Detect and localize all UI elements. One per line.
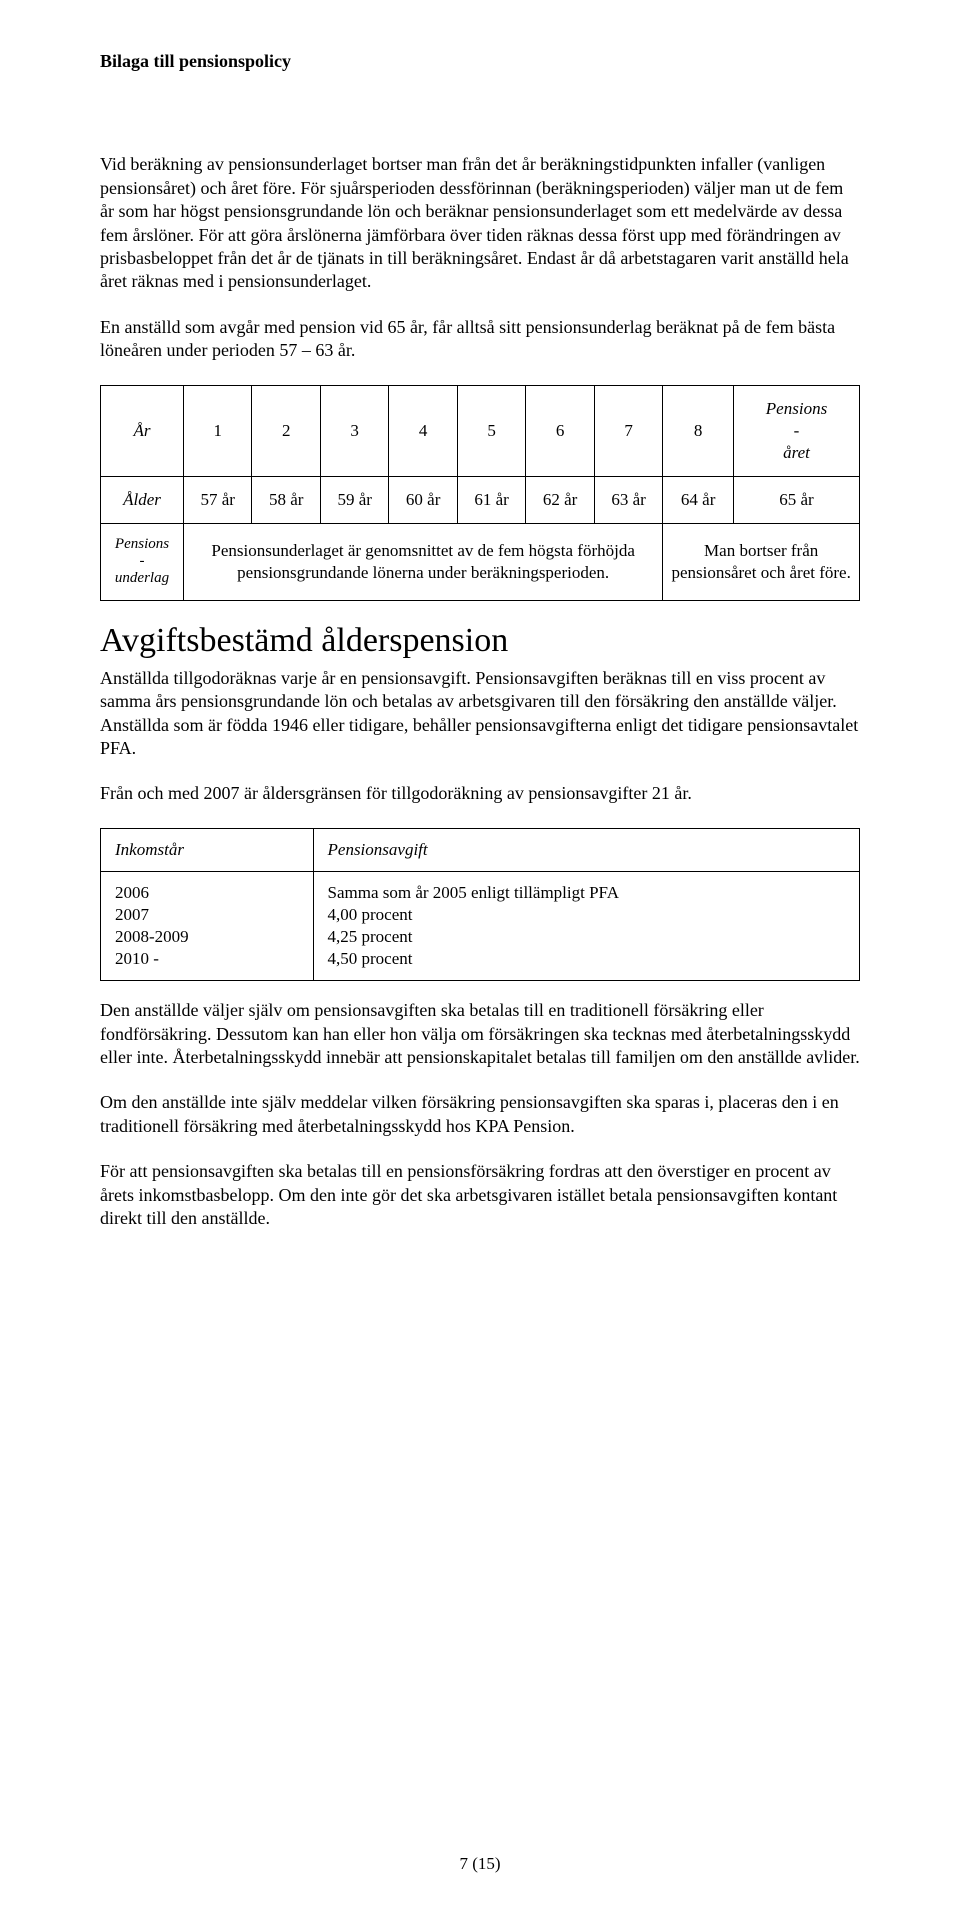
avgift-line: 4,00 procent [328,905,413,924]
merged-note-mid: Pensionsunderlaget är genomsnittet av de… [184,523,663,600]
cell: 6 [526,385,594,476]
cell: 5 [457,385,525,476]
row-label-year: År [101,385,184,476]
paragraph-7: För att pensionsavgiften ska betalas til… [100,1160,860,1230]
paragraph-4: Från och med 2007 är åldersgränsen för t… [100,782,860,805]
paragraph-3: Anställda tillgodoräknas varje år en pen… [100,667,860,761]
cell: 60 år [389,476,457,523]
row-label-underlag: Pensions-underlag [101,523,184,600]
cell-pensionsaret: Pensions-året [734,385,860,476]
cell: 62 år [526,476,594,523]
cell: 57 år [184,476,252,523]
cell: 64 år [663,476,734,523]
cell: 1 [184,385,252,476]
section-title-avgift: Avgiftsbestämd ålderspension [100,619,860,663]
head-inkomstar: Inkomstår [101,828,314,871]
table-row: Ålder 57 år 58 år 59 år 60 år 61 år 62 å… [101,476,860,523]
table-row: 2006 2007 2008-2009 2010 - Samma som år … [101,871,860,980]
cell: 7 [594,385,663,476]
cell: 3 [320,385,388,476]
table-row: Pensions-underlag Pensionsunderlaget är … [101,523,860,600]
row-label-age: Ålder [101,476,184,523]
pension-year-label: Pensions-året [766,399,827,462]
inkomstar-cell: 2006 2007 2008-2009 2010 - [101,871,314,980]
avgift-line: 4,25 procent [328,927,413,946]
cell: 65 år [734,476,860,523]
pensionsavgift-cell: Samma som år 2005 enligt tillämpligt PFA… [313,871,859,980]
paragraph-5: Den anställde väljer själv om pensionsav… [100,999,860,1069]
avgift-line: Samma som år 2005 enligt tillämpligt PFA [328,883,620,902]
paragraph-1: Vid beräkning av pensionsunderlaget bort… [100,153,860,293]
year-table: År 1 2 3 4 5 6 7 8 Pensions-året Ålder 5… [100,385,860,601]
paragraph-2: En anställd som avgår med pension vid 65… [100,316,860,363]
cell: 63 år [594,476,663,523]
page: Bilaga till pensionspolicy Vid beräkning… [0,0,960,1925]
page-footer: 7 (15) [0,1853,960,1875]
cell: 58 år [252,476,320,523]
cell: 59 år [320,476,388,523]
cell: 8 [663,385,734,476]
year-line: 2006 [115,883,149,902]
cell: 4 [389,385,457,476]
table-row: Inkomstår Pensionsavgift [101,828,860,871]
avgift-line: 4,50 procent [328,949,413,968]
year-line: 2010 - [115,949,159,968]
avgift-table: Inkomstår Pensionsavgift 2006 2007 2008-… [100,828,860,981]
page-header: Bilaga till pensionspolicy [100,50,860,73]
cell: 61 år [457,476,525,523]
year-line: 2008-2009 [115,927,189,946]
head-pensionsavgift: Pensionsavgift [313,828,859,871]
year-line: 2007 [115,905,149,924]
cell: 2 [252,385,320,476]
merged-note-right: Man bortser från pensionsåret och året f… [663,523,860,600]
paragraph-6: Om den anställde inte själv meddelar vil… [100,1091,860,1138]
table-row: År 1 2 3 4 5 6 7 8 Pensions-året [101,385,860,476]
